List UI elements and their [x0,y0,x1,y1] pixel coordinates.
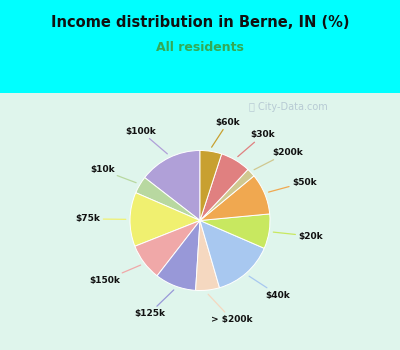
Text: $20k: $20k [273,232,323,240]
Wedge shape [200,220,264,288]
Text: $10k: $10k [90,166,136,183]
Text: $100k: $100k [126,127,167,154]
Text: $125k: $125k [134,290,174,318]
Wedge shape [200,154,248,220]
Text: All residents: All residents [156,41,244,54]
Wedge shape [196,220,220,290]
Wedge shape [200,176,270,220]
Wedge shape [200,214,270,248]
Text: $200k: $200k [254,148,303,170]
Text: $60k: $60k [212,118,240,147]
Text: $150k: $150k [90,265,141,285]
Wedge shape [157,220,200,290]
Text: $30k: $30k [238,131,275,157]
Wedge shape [145,150,200,220]
Wedge shape [136,177,200,220]
Wedge shape [200,169,254,220]
Text: $40k: $40k [249,276,290,300]
Wedge shape [135,220,200,276]
Text: Income distribution in Berne, IN (%): Income distribution in Berne, IN (%) [51,15,349,30]
Text: $75k: $75k [76,215,126,223]
Wedge shape [200,150,222,220]
Text: ⓘ City-Data.com: ⓘ City-Data.com [249,102,327,112]
Wedge shape [130,193,200,246]
Text: $50k: $50k [268,178,316,192]
Text: > $200k: > $200k [208,294,252,324]
